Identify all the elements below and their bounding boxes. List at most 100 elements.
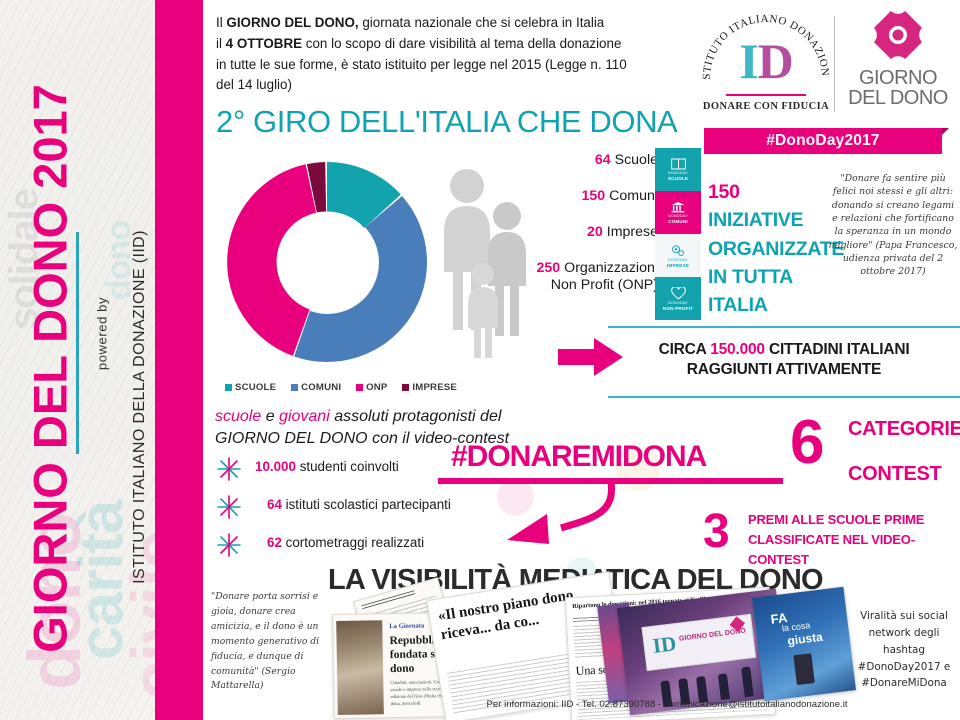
legend-item-onp: ONP: [356, 382, 387, 393]
intro-l1c: giornata nazionale che si celebra in Ita…: [358, 15, 605, 30]
logo-divider: [834, 16, 835, 112]
stat-num-comuni: 150: [581, 188, 606, 205]
stat-num-scuole: 64: [594, 152, 611, 168]
stat-label-imprese: Imprese: [606, 224, 658, 241]
diamond-flower-icon: [870, 7, 926, 63]
clip-a-kicker: La Giornata: [389, 622, 425, 631]
intro-l3: in tutte le sue forme, è stato istituito…: [216, 56, 627, 72]
iniziative-line3: IN TUTTA ITALIA: [708, 265, 793, 317]
iid-logo: ISTITUTO ITALIANO DONAZIONE ID DONARE CO…: [700, 6, 832, 124]
intro-l2b: 4 OTTOBRE: [225, 35, 303, 51]
stat-row-onp: 250 Organizzazioni Non Profit (ONP): [503, 260, 658, 294]
legend-item-comuni: COMUNI: [291, 382, 341, 393]
hashtag-donaremidona: #DONAREMIDONA: [451, 440, 707, 473]
legend-label-scuole: SCUOLE: [235, 382, 277, 393]
stat-num-imprese: 20: [587, 224, 603, 241]
premi-block: PREMI ALLE SCUOLE PRIME CLASSIFICATE NEL…: [748, 510, 960, 570]
premi-line1: PREMI ALLE SCUOLE PRIME: [748, 512, 925, 527]
donut-slice-scuole: [327, 162, 401, 228]
gdd-line1: GIORNO: [858, 67, 938, 89]
donut-chart: SCUOLE COMUNI ONP IMPRESE: [211, 150, 461, 395]
categorie-label: CATEGORIE: [848, 418, 960, 440]
circa-pre: CIRCA: [658, 341, 711, 358]
section-title-giro: 2° GIRO DELL'ITALIA CHE DONA: [216, 104, 678, 139]
donut-slice-onp: [227, 164, 317, 356]
badge-imprese[interactable]: DONODAY IMPRESE: [655, 234, 701, 277]
legend-swatch-imprese: [402, 384, 410, 391]
logo-block: ISTITUTO ITALIANO DONAZIONE ID DONARE CO…: [700, 6, 950, 158]
powered-by-label: powered by: [94, 296, 110, 371]
badge-label-imprese: IMPRESE: [666, 262, 690, 268]
intro-l4: del 14 luglio): [216, 77, 292, 93]
six-number: 6: [790, 408, 825, 477]
tv-screenshot: FA la cosa giusta: [752, 586, 856, 702]
iid-underline: [726, 94, 806, 96]
iniziative-block: 150 INIZIATIVE ORGANIZZATE IN TUTTA ITAL…: [708, 178, 844, 319]
asterisk-icon: [217, 457, 241, 481]
gdd-line2: DEL DONO: [848, 87, 948, 110]
badge-scuole[interactable]: DONODAY SCUOLE: [655, 148, 701, 191]
right-arrow-icon: [558, 338, 623, 376]
circa-divider-top: [608, 326, 960, 328]
content-area: Il GIORNO DEL DONO, giornata nazionale c…: [203, 0, 960, 720]
pink-accent-bar: [155, 0, 203, 720]
vertical-divider: [76, 232, 79, 454]
badge-comuni[interactable]: DONODAY COMUNI: [655, 191, 701, 234]
iid-tagline: DONARE CON FIDUCIA: [702, 101, 830, 112]
legend-label-comuni: COMUNI: [301, 382, 342, 393]
bullet-label-studenti: studenti coinvolti: [295, 459, 399, 474]
stats-list: 64 Scuole 150 Comuni 20 Imprese 250 Orga…: [503, 152, 658, 313]
badge-kicker-imprese: DONODAY: [667, 257, 688, 262]
stat-label-comuni: Comuni: [609, 188, 658, 205]
organization-label: ISTITUTO ITALIANO DELLA DONAZIONE (IID): [131, 230, 148, 584]
iid-arc-text-icon: ISTITUTO ITALIANO DONAZIONE: [700, 8, 831, 80]
intro-l1a: Il: [216, 15, 227, 30]
bullet-text-istituti: 64 istituti scolastici partecipanti: [267, 497, 451, 512]
iniziative-line2: ORGANIZZATE: [708, 237, 845, 260]
badge-non-profit[interactable]: DONODAY NON PROFIT: [655, 277, 701, 320]
legend-swatch-scuole: [225, 384, 232, 391]
iid-letter-d: D: [757, 33, 794, 89]
scuole-mid: e: [261, 408, 280, 425]
logo-row: ISTITUTO ITALIANO DONAZIONE ID DONARE CO…: [700, 6, 950, 124]
circa-divider-bottom: [608, 396, 960, 398]
curved-arrow-icon: [507, 481, 615, 544]
bullet-row-cortometraggi: 62 cortometraggi realizzati: [217, 531, 517, 569]
badge-label-non-profit: NON PROFIT: [662, 305, 694, 311]
intro-l1b: GIORNO DEL DONO,: [226, 15, 359, 30]
intro-l2c: con lo scopo di dare visibilità al tema …: [302, 35, 622, 51]
bullet-num-cortometraggi: 62: [267, 535, 282, 550]
stat-num-onp: 250: [536, 260, 561, 277]
circa-number: 150.000: [710, 341, 765, 358]
gears-icon: [672, 244, 685, 256]
legend-label-imprese: IMPRESE: [412, 382, 457, 393]
badge-label-scuole: SCUOLE: [667, 176, 689, 181]
bullet-row-studenti: 10.000 studenti coinvolti: [217, 455, 517, 493]
badge-label-comuni: COMUNI: [668, 219, 688, 224]
badge-kicker-scuole: DONODAY: [667, 171, 688, 175]
people-pictogram-icon: [444, 169, 526, 358]
bullet-num-studenti: 10.000: [255, 459, 296, 474]
stage-gdd-label: GIORNO DEL DONO: [678, 627, 747, 643]
stat-label-onp-2: Non Profit (ONP): [550, 277, 658, 294]
powered-by-block: powered by ISTITUTO ITALIANO DELLA DONAZ…: [60, 130, 160, 600]
bullet-label-cortometraggi: cortometraggi realizzati: [281, 535, 425, 550]
asterisk-icon: [217, 495, 241, 519]
donoday-hashtag-ribbon: #DonoDay2017: [704, 128, 949, 154]
scuole-giovani-text: scuole e giovani assoluti protagonisti d…: [215, 406, 525, 449]
badge-column: DONODAY SCUOLE DONODAY COMUNI: [655, 148, 701, 320]
scuole-rest: assoluti protagonisti del: [329, 408, 502, 425]
scuole-hi1: scuole: [215, 408, 262, 425]
three-number: 3: [703, 505, 730, 558]
hashtag-underline: [438, 478, 783, 484]
stat-label-onp: Organizzazioni: [564, 260, 658, 277]
stage-figure-4: [717, 673, 730, 701]
stat-label-scuole: Scuole: [614, 152, 658, 168]
heart-icon: [670, 286, 686, 299]
legend-swatch-comuni: [291, 384, 299, 391]
categorie-contest-block: CATEGORIE CONTEST: [848, 418, 960, 486]
bullet-text-cortometraggi: 62 cortometraggi realizzati: [267, 535, 424, 550]
legend-item-scuole: SCUOLE: [225, 382, 276, 393]
circa-post: CITTADINI ITALIANI: [764, 341, 910, 358]
